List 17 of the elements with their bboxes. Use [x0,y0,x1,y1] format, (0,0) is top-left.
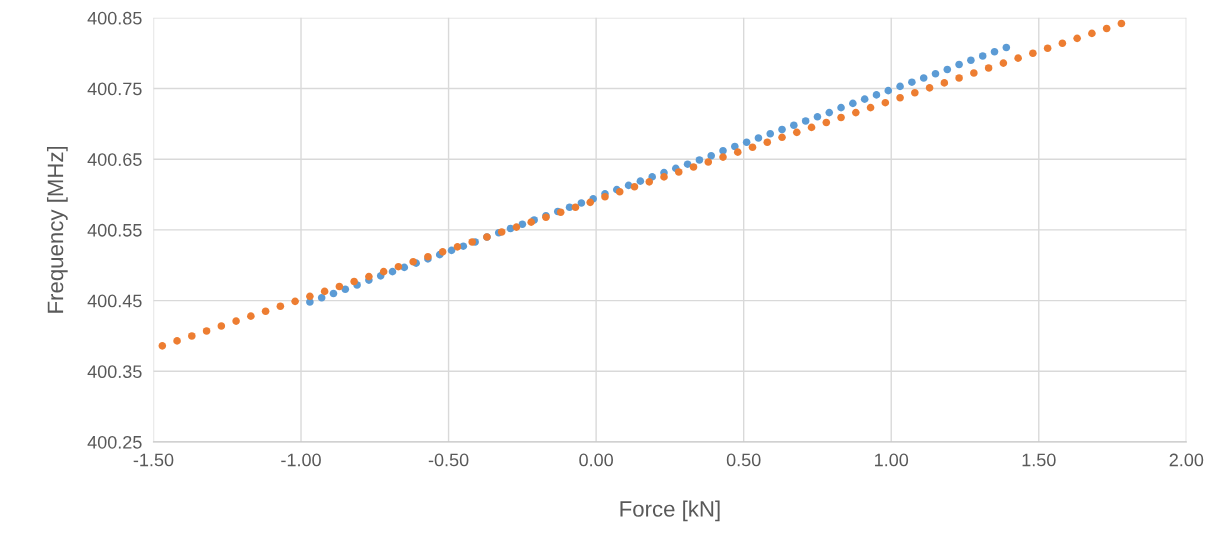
y-tick-label: 400.55 [87,223,142,237]
x-tick-label: 1.00 [875,453,909,467]
y-tick-label: 400.35 [87,365,142,379]
x-tick-label: 1.50 [1022,453,1056,467]
x-axis-title: Force [kN] [620,500,720,522]
x-tick-label: -0.50 [428,453,469,467]
y-tick-label: 400.25 [87,435,142,449]
x-tick-label: 0.50 [726,453,761,467]
x-tick-label: -1.00 [281,453,321,467]
x-tick-label: 2.00 [1169,453,1204,467]
y-tick-label: 400.45 [87,294,142,308]
y-tick-label: 400.75 [87,82,142,96]
x-tick-label: 0.00 [579,453,613,467]
y-tick-label: 400.65 [87,153,142,166]
y-axis-title: Frequency [MHz] [46,146,68,313]
x-tick-label: -1.50 [133,453,174,467]
y-tick-label: 400.85 [87,11,142,25]
